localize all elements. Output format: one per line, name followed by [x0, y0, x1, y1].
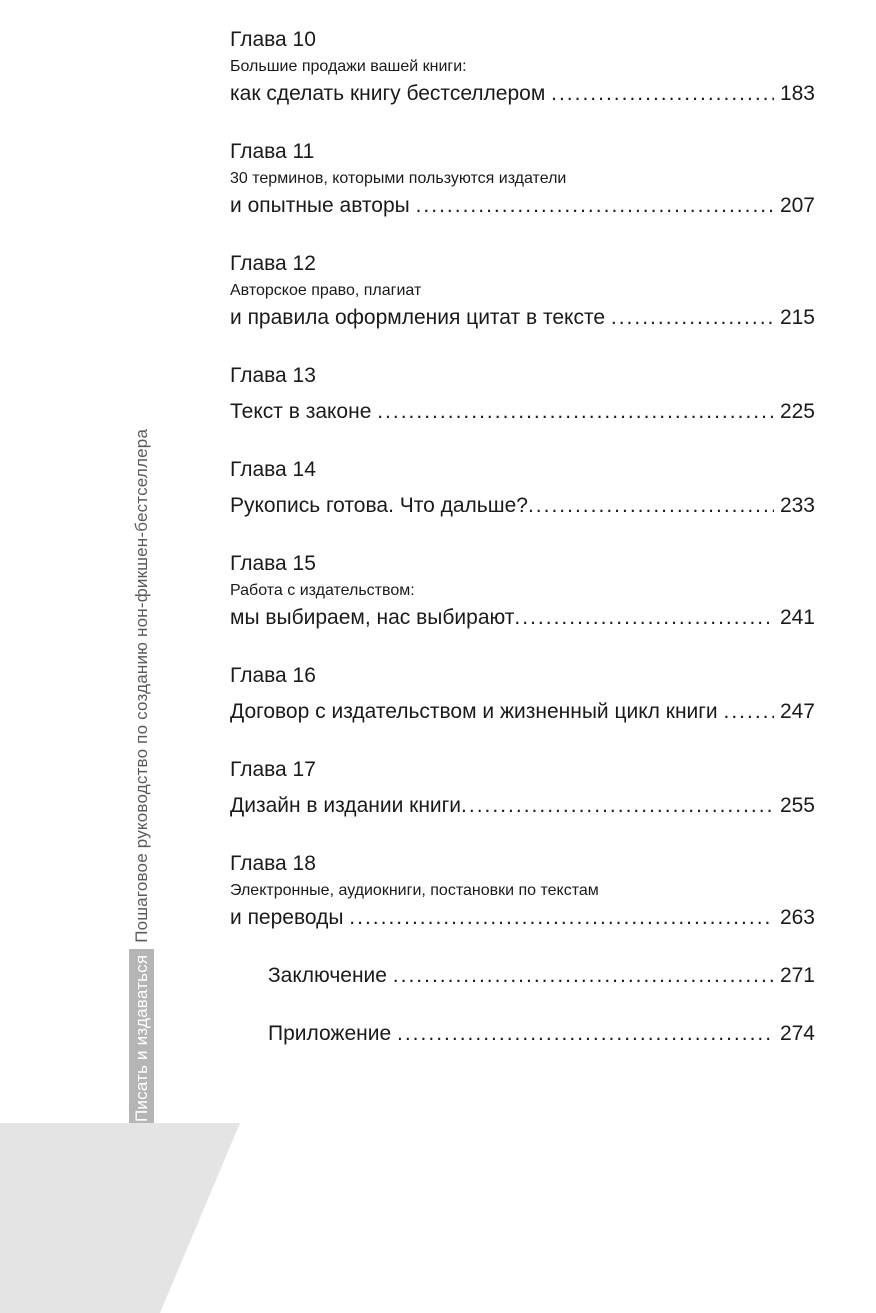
- toc-entry: Глава 1130 терминов, которыми пользуются…: [230, 134, 815, 224]
- toc-page-number: 271: [774, 958, 815, 994]
- toc-entry: Глава 10Большие продажи вашей книги:как …: [230, 22, 815, 112]
- toc-entry: Глава 15Работа с издательством:мы выбира…: [230, 546, 815, 636]
- toc-title: Дизайн в издании книги 255: [230, 788, 815, 824]
- toc-entry: Глава 14Рукопись готова. Что дальше? 233: [230, 452, 815, 524]
- leader-dots: [724, 694, 774, 730]
- toc-entry: Глава 13Текст в законе 225: [230, 358, 815, 430]
- toc-title-last: и правила оформления цитат в тексте: [230, 300, 611, 336]
- toc-title-line: Большие продажи вашей книги:: [230, 58, 815, 76]
- toc-title-last: Заключение: [268, 958, 393, 994]
- sidebar-highlight: Писать и издаваться: [129, 949, 154, 1128]
- toc-entry: Глава 18Электронные, аудиокниги, постано…: [230, 846, 815, 936]
- toc-entry: Заключение 271: [230, 958, 815, 994]
- toc-title: Договор с издательством и жизненный цикл…: [230, 694, 815, 730]
- toc-entry: Глава 12Авторское право, плагиати правил…: [230, 246, 815, 336]
- toc-page-number: 241: [774, 600, 815, 636]
- toc-leader-row: Рукопись готова. Что дальше? 233: [230, 488, 815, 524]
- toc-leader-row: и опытные авторы 207: [230, 188, 815, 224]
- leader-dots: [611, 300, 774, 336]
- chapter-label: Глава 16: [230, 658, 815, 694]
- chapter-label: Глава 11: [230, 134, 815, 170]
- toc-leader-row: Текст в законе 225: [230, 394, 815, 430]
- toc-title-line: Электронные, аудиокниги, постановки по т…: [230, 882, 815, 900]
- leader-dots: [514, 600, 774, 636]
- leader-dots: [551, 76, 774, 112]
- toc-page-number: 247: [774, 694, 815, 730]
- decoration-shape: [0, 1123, 260, 1313]
- toc-page-number: 215: [774, 300, 815, 336]
- sidebar-book-title: Писать и издаваться Пошаговое руководство…: [132, 429, 152, 1128]
- leader-dots: [377, 394, 774, 430]
- toc-title-line: Работа с издательством:: [230, 582, 815, 600]
- table-of-contents: Глава 10Большие продажи вашей книги:как …: [230, 22, 815, 1074]
- toc-page-number: 233: [774, 488, 815, 524]
- toc-title: Текст в законе 225: [230, 394, 815, 430]
- toc-title-line: 30 терминов, которыми пользуются издател…: [230, 170, 815, 188]
- toc-title-last: Приложение: [268, 1016, 397, 1052]
- chapter-label: Глава 14: [230, 452, 815, 488]
- leader-dots: [461, 788, 774, 824]
- toc-title: Работа с издательством:мы выбираем, нас …: [230, 582, 815, 636]
- chapter-label: Глава 12: [230, 246, 815, 282]
- chapter-label: Глава 17: [230, 752, 815, 788]
- toc-leader-row: Договор с издательством и жизненный цикл…: [230, 694, 815, 730]
- toc-title-line: Авторское право, плагиат: [230, 282, 815, 300]
- toc-title-last: и опытные авторы: [230, 188, 416, 224]
- leader-dots: [416, 188, 774, 224]
- toc-title-last: Договор с издательством и жизненный цикл…: [230, 694, 724, 730]
- toc-entry: Глава 17Дизайн в издании книги 255: [230, 752, 815, 824]
- toc-leader-row: и переводы 263: [230, 900, 815, 936]
- toc-title: Авторское право, плагиати правила оформл…: [230, 282, 815, 336]
- toc-title-last: мы выбираем, нас выбирают: [230, 600, 514, 636]
- toc-leader-row: и правила оформления цитат в тексте 215: [230, 300, 815, 336]
- toc-leader-row: Приложение 274: [268, 1016, 815, 1052]
- toc-title-last: и переводы: [230, 900, 349, 936]
- toc-title-last: Текст в законе: [230, 394, 377, 430]
- leader-dots: [393, 958, 774, 994]
- chapter-label: Глава 18: [230, 846, 815, 882]
- toc-page-number: 207: [774, 188, 815, 224]
- toc-page-number: 225: [774, 394, 815, 430]
- toc-page-number: 274: [774, 1016, 815, 1052]
- toc-page-number: 263: [774, 900, 815, 936]
- toc-page-number: 183: [774, 76, 815, 112]
- toc-title-last: Дизайн в издании книги: [230, 788, 461, 824]
- toc-title: 30 терминов, которыми пользуются издател…: [230, 170, 815, 224]
- toc-leader-row: мы выбираем, нас выбирают 241: [230, 600, 815, 636]
- toc-title: Приложение 274: [230, 1016, 815, 1052]
- toc-leader-row: Заключение 271: [268, 958, 815, 994]
- toc-title-last: Рукопись готова. Что дальше?: [230, 488, 528, 524]
- leader-dots: [397, 1016, 774, 1052]
- chapter-label: Глава 10: [230, 22, 815, 58]
- toc-title-last: как сделать книгу бестселлером: [230, 76, 551, 112]
- toc-entry: Глава 16Договор с издательством и жизнен…: [230, 658, 815, 730]
- toc-title: Электронные, аудиокниги, постановки по т…: [230, 882, 815, 936]
- toc-title: Большие продажи вашей книги:как сделать …: [230, 58, 815, 112]
- toc-page-number: 255: [774, 788, 815, 824]
- toc-leader-row: Дизайн в издании книги 255: [230, 788, 815, 824]
- toc-title: Рукопись готова. Что дальше? 233: [230, 488, 815, 524]
- chapter-label: Глава 15: [230, 546, 815, 582]
- leader-dots: [349, 900, 774, 936]
- toc-title: Заключение 271: [230, 958, 815, 994]
- sidebar-subtitle: Пошаговое руководство по созданию нон-фи…: [132, 429, 151, 943]
- toc-leader-row: как сделать книгу бестселлером 183: [230, 76, 815, 112]
- chapter-label: Глава 13: [230, 358, 815, 394]
- toc-entry: Приложение 274: [230, 1016, 815, 1052]
- leader-dots: [528, 488, 774, 524]
- page: Глава 10Большие продажи вашей книги:как …: [0, 0, 876, 1313]
